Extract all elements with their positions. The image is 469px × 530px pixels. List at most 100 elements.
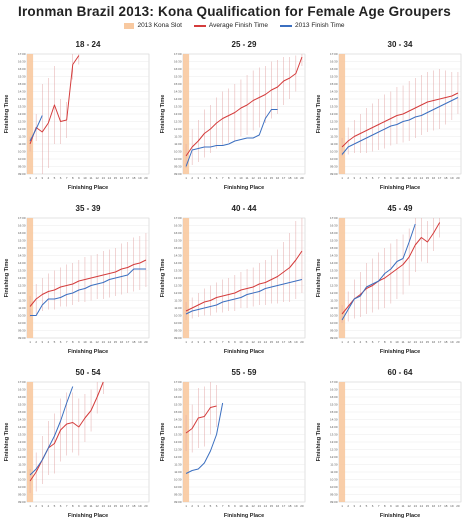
x-tick-label: 19 bbox=[294, 176, 298, 180]
y-tick-label: 14:00 bbox=[174, 261, 182, 265]
x-tick-label: 12 bbox=[251, 176, 255, 180]
x-tick-label: 8 bbox=[228, 176, 230, 180]
x-tick-label: 7 bbox=[222, 176, 224, 180]
x-tick-label: 12 bbox=[407, 176, 411, 180]
chart-panel: 55 - 59 09:00 09:30 10:00 10:30 11:00 11:30 12:… bbox=[157, 364, 313, 528]
x-tick-label: 9 bbox=[390, 340, 392, 344]
x-axis-label: Finishing Place bbox=[68, 349, 108, 355]
y-tick-label: 11:30 bbox=[174, 299, 182, 303]
chart-panel: 45 - 49 09:00 09:30 10:00 10:30 11:00 11:30 12:… bbox=[313, 200, 469, 364]
x-tick-label: 14 bbox=[264, 504, 268, 508]
y-tick-label: 12:30 bbox=[330, 448, 338, 452]
x-tick-label: 17 bbox=[438, 340, 442, 344]
chart-title: 50 - 54 bbox=[76, 368, 101, 377]
kona-slot-band bbox=[27, 218, 34, 338]
x-tick-label: 4 bbox=[48, 340, 50, 344]
x-tick-label: 16 bbox=[432, 176, 436, 180]
y-tick-label: 10:30 bbox=[174, 478, 182, 482]
y-tick-label: 14:00 bbox=[18, 97, 26, 101]
x-tick-label: 16 bbox=[276, 176, 280, 180]
x-tick-label: 9 bbox=[234, 504, 236, 508]
x-tick-label: 11 bbox=[401, 340, 404, 344]
y-tick-label: 15:00 bbox=[18, 410, 26, 414]
y-tick-label: 16:00 bbox=[330, 231, 338, 235]
x-tick-label: 7 bbox=[222, 340, 224, 344]
x-tick-label: 3 bbox=[197, 176, 199, 180]
y-tick-label: 11:30 bbox=[174, 463, 182, 467]
x-tick-label: 16 bbox=[120, 176, 124, 180]
x-tick-label: 5 bbox=[54, 340, 56, 344]
x-tick-label: 11 bbox=[89, 176, 92, 180]
y-tick-label: 15:30 bbox=[174, 403, 182, 407]
y-tick-label: 09:30 bbox=[174, 165, 182, 169]
y-tick-label: 11:00 bbox=[18, 142, 26, 146]
y-tick-label: 09:00 bbox=[330, 336, 338, 340]
x-tick-label: 8 bbox=[384, 340, 386, 344]
x-tick-label: 3 bbox=[353, 176, 355, 180]
x-tick-label: 4 bbox=[48, 176, 50, 180]
y-tick-label: 10:30 bbox=[18, 314, 26, 318]
x-tick-label: 5 bbox=[54, 176, 56, 180]
y-tick-label: 10:00 bbox=[174, 157, 182, 161]
x-tick-label: 1 bbox=[341, 340, 343, 344]
x-tick-label: 7 bbox=[66, 504, 68, 508]
x-tick-label: 3 bbox=[41, 504, 43, 508]
x-tick-label: 16 bbox=[120, 340, 124, 344]
x-tick-label: 10 bbox=[239, 176, 243, 180]
y-tick-label: 13:30 bbox=[174, 269, 182, 273]
x-tick-label: 4 bbox=[360, 176, 362, 180]
x-tick-label: 3 bbox=[353, 504, 355, 508]
x-tick-label: 1 bbox=[341, 176, 343, 180]
x-tick-label: 18 bbox=[132, 340, 136, 344]
x-tick-label: 20 bbox=[456, 340, 460, 344]
y-tick-label: 15:00 bbox=[174, 82, 182, 86]
x-tick-label: 16 bbox=[432, 340, 436, 344]
y-tick-label: 13:00 bbox=[330, 440, 338, 444]
x-tick-label: 17 bbox=[282, 340, 286, 344]
chart-title: 60 - 64 bbox=[388, 368, 413, 377]
y-tick-label: 11:00 bbox=[174, 142, 182, 146]
x-tick-label: 17 bbox=[438, 176, 442, 180]
x-tick-label: 12 bbox=[407, 504, 411, 508]
y-tick-label: 16:00 bbox=[174, 67, 182, 71]
finish-2013-line bbox=[185, 402, 224, 474]
y-tick-label: 14:30 bbox=[174, 418, 182, 422]
x-tick-label: 5 bbox=[366, 504, 368, 508]
x-tick-label: 18 bbox=[288, 176, 292, 180]
x-tick-label: 6 bbox=[216, 176, 218, 180]
y-axis-label: Finishing Time bbox=[316, 95, 322, 134]
y-tick-label: 15:30 bbox=[18, 239, 26, 243]
x-tick-label: 6 bbox=[60, 340, 62, 344]
y-tick-label: 11:30 bbox=[330, 135, 338, 139]
x-tick-label: 13 bbox=[258, 340, 262, 344]
average-swatch bbox=[193, 24, 206, 27]
y-tick-label: 10:30 bbox=[330, 478, 338, 482]
y-tick-label: 16:00 bbox=[174, 395, 182, 399]
chart-title: 45 - 49 bbox=[388, 204, 413, 213]
chart-svg: 18 - 24 09:00 09:30 10:00 10:30 11:00 11:30 12:… bbox=[4, 40, 150, 191]
chart-title: 55 - 59 bbox=[232, 368, 257, 377]
x-tick-label: 18 bbox=[288, 340, 292, 344]
y-tick-label: 16:00 bbox=[18, 395, 26, 399]
x-tick-label: 3 bbox=[41, 340, 43, 344]
x-tick-label: 17 bbox=[126, 340, 130, 344]
kona-slot-band bbox=[27, 382, 34, 502]
y-tick-label: 12:00 bbox=[174, 291, 182, 295]
y-tick-label: 09:30 bbox=[330, 165, 338, 169]
y-tick-label: 10:00 bbox=[174, 321, 182, 325]
chart-panel: 40 - 44 09:00 09:30 10:00 10:30 11:00 11:30 12:… bbox=[157, 200, 313, 364]
y-tick-label: 11:30 bbox=[18, 299, 26, 303]
x-tick-label: 17 bbox=[282, 504, 286, 508]
x-tick-label: 13 bbox=[414, 504, 418, 508]
y-tick-label: 12:30 bbox=[330, 284, 338, 288]
x-tick-label: 13 bbox=[258, 176, 262, 180]
y-tick-label: 15:00 bbox=[18, 246, 26, 250]
x-tick-label: 10 bbox=[239, 340, 243, 344]
x-tick-label: 1 bbox=[341, 504, 343, 508]
x-tick-label: 11 bbox=[89, 340, 92, 344]
kona-slot-band bbox=[183, 54, 190, 174]
x-tick-label: 8 bbox=[228, 340, 230, 344]
x-tick-label: 8 bbox=[72, 176, 74, 180]
x-tick-label: 18 bbox=[288, 504, 292, 508]
